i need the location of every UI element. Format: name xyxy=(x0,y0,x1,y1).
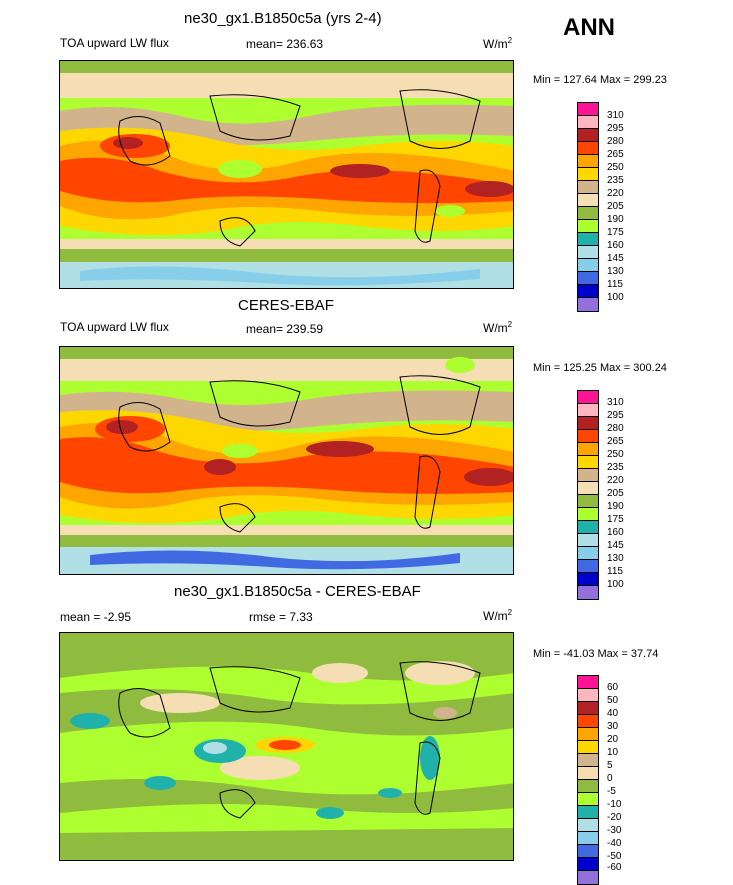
panel3-colorbar xyxy=(577,675,599,885)
panel2-tick: 250 xyxy=(607,449,624,460)
panel1-variable-label: TOA upward LW flux xyxy=(60,36,169,50)
panel1-tick: 250 xyxy=(607,162,624,173)
panel2-tick: 295 xyxy=(607,410,624,421)
panel2-tick: 115 xyxy=(607,566,623,577)
panel3-tick: -60 xyxy=(607,862,622,873)
panel1-tick: 160 xyxy=(607,240,624,251)
panel1-tick: 145 xyxy=(607,253,624,264)
panel2-tick: 190 xyxy=(607,501,624,512)
panel1-tick: 190 xyxy=(607,214,624,225)
panel1-minmax: Min = 127.64 Max = 299.23 xyxy=(533,74,667,86)
panel2-tick: 310 xyxy=(607,397,624,408)
panel3-map xyxy=(59,632,514,861)
panel2-tick: 145 xyxy=(607,540,624,551)
panel1-mean-label: mean= 236.63 xyxy=(246,37,324,51)
panel1-tick: 130 xyxy=(607,266,624,277)
panel1-tick: 220 xyxy=(607,188,624,199)
panel3-tick: 20 xyxy=(607,734,619,745)
panel3-units: W/m2 xyxy=(483,608,513,623)
panel3-minmax: Min = -41.03 Max = 37.74 xyxy=(533,648,659,660)
panel2-tick: 175 xyxy=(607,514,624,525)
season-label: ANN xyxy=(563,14,615,41)
panel1-colorbar xyxy=(577,102,599,312)
panel3-rmse-label: rmse = 7.33 xyxy=(249,610,313,624)
panel3-tick: 10 xyxy=(607,747,619,758)
panel3-tick: 40 xyxy=(607,708,619,719)
panel3-tick: -50 xyxy=(607,851,622,862)
panel1-tick: 235 xyxy=(607,175,624,186)
panel3-tick: -10 xyxy=(607,799,622,810)
panel1-tick: 205 xyxy=(607,201,624,212)
panel3-title: ne30_gx1.B1850c5a - CERES-EBAF xyxy=(174,583,421,600)
panel1-tick: 280 xyxy=(607,136,624,147)
panel3-tick: -5 xyxy=(607,786,616,797)
panel2-colorbar xyxy=(577,390,599,600)
panel1-tick: 100 xyxy=(607,292,624,303)
panel3-tick: 5 xyxy=(607,760,613,771)
panel1-tick: 265 xyxy=(607,149,624,160)
panel3-mean-label: mean = -2.95 xyxy=(60,610,132,624)
panel1-map xyxy=(59,60,514,289)
panel2-tick: 220 xyxy=(607,475,624,486)
panel2-mean-label: mean= 239.59 xyxy=(246,322,324,336)
panel2-tick: 235 xyxy=(607,462,624,473)
panel2-variable-label: TOA upward LW flux xyxy=(60,320,169,334)
panel2-units: W/m2 xyxy=(483,320,513,335)
panel3-tick: -40 xyxy=(607,838,622,849)
panel2-tick: 280 xyxy=(607,423,624,434)
panel2-title: CERES-EBAF xyxy=(238,297,334,314)
panel2-tick: 160 xyxy=(607,527,624,538)
panel1-tick: 310 xyxy=(607,110,624,121)
panel3-tick: 60 xyxy=(607,682,619,693)
panel3-tick: -20 xyxy=(607,812,622,823)
panel2-tick: 100 xyxy=(607,579,624,590)
panel3-tick: 0 xyxy=(607,773,613,784)
panel1-tick: 295 xyxy=(607,123,624,134)
panel2-minmax: Min = 125.25 Max = 300.24 xyxy=(533,362,667,374)
panel3-tick: 30 xyxy=(607,721,619,732)
panel3-tick: -30 xyxy=(607,825,622,836)
panel2-tick: 205 xyxy=(607,488,624,499)
panel2-tick: 265 xyxy=(607,436,624,447)
panel2-map xyxy=(59,346,514,575)
panel1-units: W/m2 xyxy=(483,36,513,51)
panel1-tick: 115 xyxy=(607,279,623,290)
panel2-tick: 130 xyxy=(607,553,624,564)
panel1-title: ne30_gx1.B1850c5a (yrs 2-4) xyxy=(184,10,382,27)
panel3-tick: 50 xyxy=(607,695,619,706)
panel1-tick: 175 xyxy=(607,227,624,238)
